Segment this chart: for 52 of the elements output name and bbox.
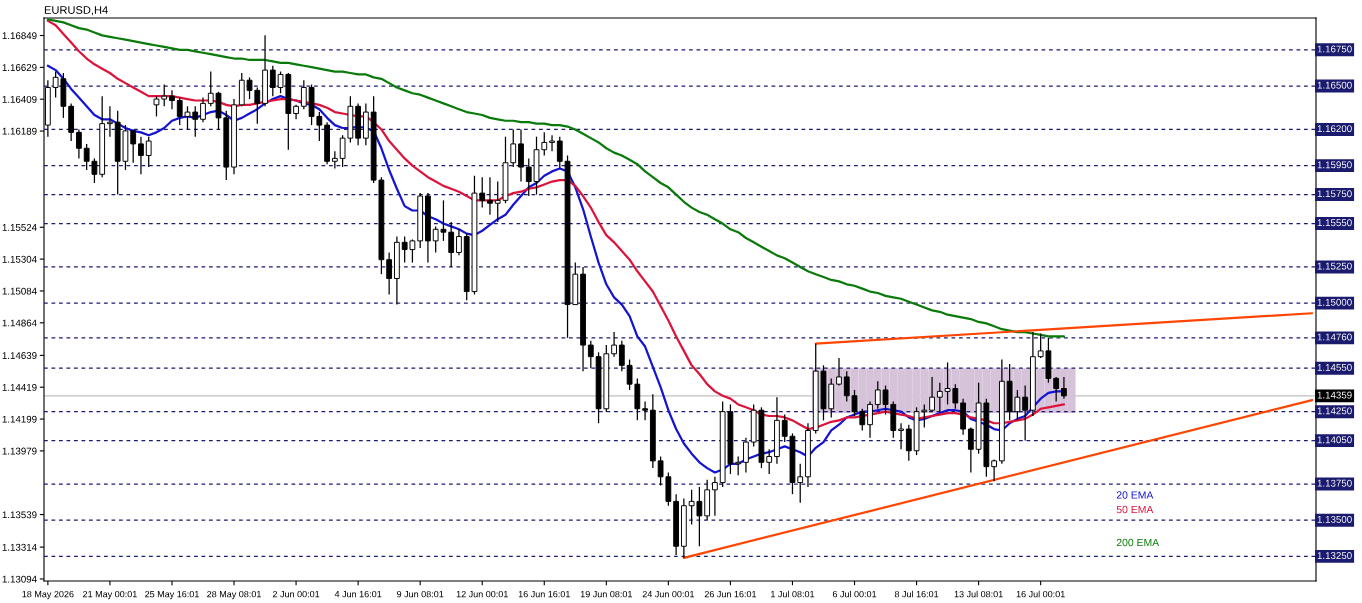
ref-line-label: 1.16750 [1317, 45, 1352, 53]
y-tick-label: 1.16409 [2, 95, 37, 103]
ref-line-label: 1.16500 [1317, 81, 1352, 89]
ref-line-label: 1.14050 [1317, 436, 1352, 444]
x-tick-label: 16 Jul 00:01 [1016, 590, 1065, 598]
text: 200 EMA [1116, 538, 1160, 547]
y-tick-label: 1.14419 [2, 383, 37, 391]
ref-line-label: 1.14359 [1317, 391, 1352, 399]
y-tick-label: 1.16629 [2, 64, 37, 71]
y-tick-label: 1.14199 [2, 415, 37, 423]
x-tick-label: 19 Jun 08:01 [580, 590, 632, 598]
ref-line-label: 1.15750 [1317, 190, 1352, 198]
chart-title: EURUSD,H4 [44, 6, 108, 16]
ref-line-label: 1.15550 [1317, 219, 1352, 227]
ref-line-label: 1.14250 [1317, 407, 1352, 415]
y-tick-label: 1.13539 [2, 511, 37, 519]
y-tick-label: 1.14864 [2, 319, 37, 327]
ref-line-label: 1.15250 [1317, 262, 1352, 270]
x-tick-label: 18 May 2026 [22, 590, 74, 600]
x-tick-label: 21 May 00:01 [83, 590, 137, 600]
y-tick-label: 1.13979 [2, 447, 37, 455]
y-tick-label: 1.13314 [2, 543, 37, 551]
x-tick-label: 28 May 08:01 [207, 590, 261, 600]
y-tick-label: 1.14639 [2, 352, 37, 359]
x-tick-label: 26 Jun 16:01 [704, 590, 757, 598]
ref-line-label: 1.14760 [1317, 333, 1352, 341]
x-tick-label: 6 Jul 00:01 [832, 590, 877, 598]
x-tick-label: 2 Jun 00:01 [272, 590, 320, 598]
x-tick-label: 4 Jun 16:01 [334, 590, 382, 598]
x-tick-label: 25 May 16:01 [145, 590, 199, 600]
y-tick-label: 1.15524 [2, 224, 37, 231]
ref-line-label: 1.13500 [1317, 515, 1352, 523]
y-tick-label: 1.13094 [2, 575, 37, 583]
x-tick-label: 8 Jul 16:01 [894, 590, 939, 598]
x-tick-label: 9 Jun 08:01 [397, 590, 444, 598]
ref-line-label: 1.13250 [1317, 552, 1352, 560]
y-tick-label: 1.15084 [2, 287, 37, 295]
y-tick-label: 1.16189 [2, 127, 37, 135]
ref-line-label: 1.16200 [1317, 125, 1352, 133]
x-tick-label: 1 Jul 08:01 [771, 590, 815, 598]
ref-line-label: 1.15000 [1317, 298, 1352, 306]
x-tick-label: 13 Jul 08:01 [954, 590, 1003, 598]
ref-line-label: 1.13750 [1317, 479, 1352, 487]
ref-line-label: 1.15950 [1317, 161, 1352, 169]
text: 20 EMA [1116, 491, 1154, 499]
x-tick-label: 12 Jun 00:01 [456, 590, 508, 598]
x-tick-label: 24 Jun 00:01 [642, 590, 695, 598]
ref-line-label: 1.14550 [1317, 363, 1352, 371]
text: 50 EMA [1116, 505, 1154, 514]
y-tick-label: 1.16849 [2, 32, 37, 40]
y-tick-label: 1.15304 [2, 255, 37, 263]
x-tick-label: 16 Jun 16:01 [518, 590, 570, 598]
